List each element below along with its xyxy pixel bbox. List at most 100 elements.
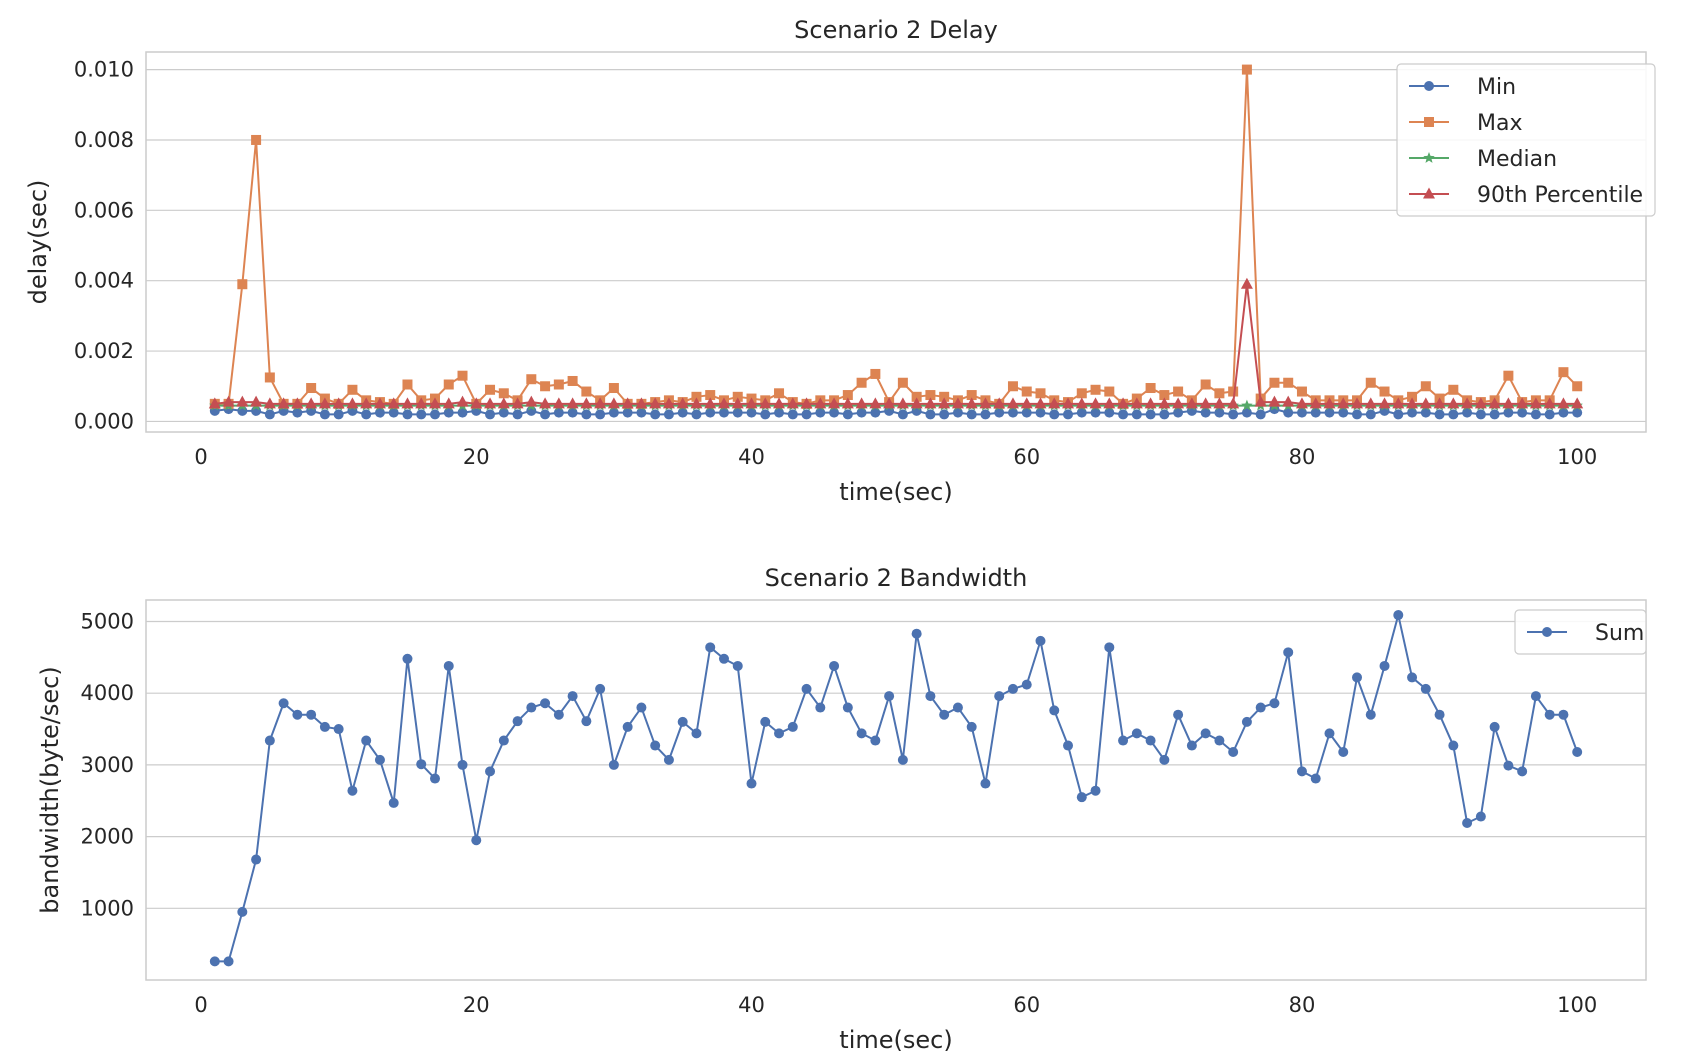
data-point bbox=[1434, 409, 1445, 420]
data-point bbox=[939, 409, 950, 420]
delay-chart: 0.000 0.002 0.004 0.006 0.008 0.010 0 20 40 60 80 1… bbox=[24, 16, 1656, 506]
data-point bbox=[1378, 397, 1391, 409]
data-point bbox=[1159, 409, 1170, 420]
legend: Sum bbox=[1514, 609, 1647, 655]
data-point bbox=[1462, 817, 1473, 828]
data-point bbox=[264, 372, 275, 383]
data-point bbox=[1544, 409, 1555, 420]
data-point bbox=[1104, 386, 1115, 397]
data-point bbox=[1572, 747, 1583, 757]
data-point bbox=[402, 653, 413, 664]
data-point bbox=[443, 660, 454, 671]
y-tick-label: 0.002 bbox=[74, 339, 134, 363]
data-point bbox=[222, 395, 235, 407]
data-point bbox=[925, 691, 936, 702]
y-tick-label: 0.004 bbox=[74, 269, 134, 293]
legend-marker bbox=[1423, 187, 1435, 199]
legend-marker bbox=[1423, 152, 1435, 163]
data-point bbox=[1283, 407, 1294, 418]
data-point bbox=[594, 397, 607, 409]
data-point bbox=[540, 409, 551, 420]
data-point bbox=[1433, 397, 1446, 409]
data-point bbox=[1337, 397, 1350, 409]
data-point bbox=[1214, 407, 1225, 418]
x-axis-label: time(sec) bbox=[839, 1026, 952, 1054]
data-point bbox=[1200, 407, 1211, 418]
data-point bbox=[540, 381, 551, 392]
data-point bbox=[841, 397, 854, 409]
data-point bbox=[1213, 397, 1226, 409]
data-point bbox=[318, 397, 331, 409]
data-point bbox=[774, 728, 785, 739]
data-point bbox=[1379, 386, 1390, 397]
data-point bbox=[732, 660, 743, 671]
data-point bbox=[526, 374, 537, 385]
data-point bbox=[911, 391, 922, 402]
data-point bbox=[691, 728, 702, 739]
data-point bbox=[993, 397, 1006, 409]
data-point bbox=[994, 407, 1005, 418]
data-point bbox=[1118, 735, 1129, 746]
data-point bbox=[1145, 383, 1156, 394]
data-point bbox=[774, 407, 785, 418]
data-point bbox=[1214, 388, 1225, 399]
data-point bbox=[1407, 672, 1418, 683]
data-point bbox=[662, 397, 675, 409]
data-point bbox=[1393, 610, 1404, 621]
data-point bbox=[938, 397, 951, 409]
data-point bbox=[1475, 409, 1486, 420]
y-tick-label: 4000 bbox=[81, 681, 134, 705]
chart-title: Scenario 2 Delay bbox=[794, 16, 998, 44]
data-point bbox=[237, 279, 248, 290]
data-point bbox=[786, 397, 799, 409]
data-point bbox=[746, 778, 757, 789]
data-point bbox=[1049, 409, 1060, 420]
x-tick-label: 20 bbox=[463, 445, 490, 469]
data-point bbox=[485, 384, 496, 395]
data-point bbox=[566, 397, 579, 409]
data-point bbox=[567, 375, 578, 386]
data-point bbox=[1420, 683, 1431, 694]
data-point bbox=[1488, 397, 1501, 409]
data-point bbox=[1503, 407, 1514, 418]
data-point bbox=[1448, 740, 1459, 751]
x-tick-label: 80 bbox=[1289, 993, 1316, 1017]
data-point bbox=[209, 956, 220, 967]
data-point bbox=[1364, 397, 1377, 409]
data-point bbox=[595, 683, 606, 694]
data-point bbox=[1159, 390, 1170, 401]
data-point bbox=[1269, 377, 1280, 388]
data-point bbox=[416, 759, 427, 770]
data-point bbox=[979, 397, 992, 409]
data-point bbox=[1186, 740, 1197, 751]
data-point bbox=[264, 409, 275, 420]
plot-area bbox=[145, 51, 1647, 433]
data-point bbox=[636, 407, 647, 418]
data-point bbox=[208, 397, 221, 409]
data-point bbox=[842, 409, 853, 420]
data-point bbox=[1089, 397, 1102, 409]
data-point bbox=[828, 397, 841, 409]
data-point bbox=[498, 735, 509, 746]
data-point bbox=[952, 702, 963, 713]
data-point bbox=[457, 407, 468, 418]
data-point bbox=[1323, 397, 1336, 409]
bandwidth-chart: 1000 2000 3000 4000 5000 0 20 40 60 80 100 Scenario… bbox=[36, 564, 1647, 1054]
data-point bbox=[924, 397, 937, 409]
data-point bbox=[1255, 702, 1266, 713]
data-point bbox=[1131, 409, 1142, 420]
data-point bbox=[842, 390, 853, 401]
data-point bbox=[1255, 409, 1266, 420]
data-point bbox=[1503, 760, 1514, 771]
series-line-max bbox=[214, 68, 1578, 405]
data-point bbox=[1406, 397, 1419, 409]
data-point bbox=[1035, 635, 1046, 646]
data-point bbox=[347, 785, 358, 796]
data-point bbox=[855, 397, 868, 409]
data-point bbox=[1434, 709, 1445, 720]
data-point bbox=[994, 691, 1005, 702]
data-point bbox=[1228, 747, 1239, 757]
data-point bbox=[774, 388, 785, 399]
data-point bbox=[346, 397, 359, 409]
data-point bbox=[1309, 397, 1322, 409]
